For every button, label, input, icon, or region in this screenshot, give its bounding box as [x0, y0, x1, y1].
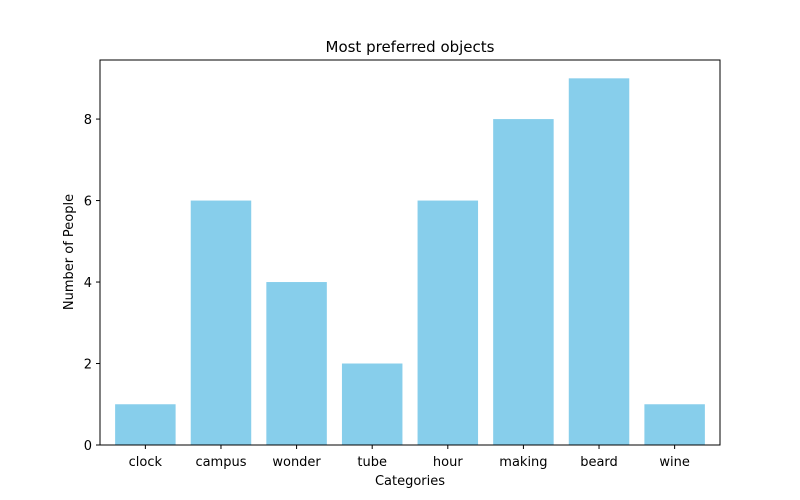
bar-hour: [417, 200, 479, 445]
y-tick-label-8: 8: [84, 113, 92, 128]
bars-group: [115, 78, 705, 446]
bar-tube: [341, 363, 403, 445]
chart-title: Most preferred objects: [326, 38, 495, 56]
y-tick-label-4: 4: [84, 276, 92, 291]
y-axis-ticks: 0 2 4 6 8: [84, 113, 100, 454]
x-tick-label-tube: tube: [357, 455, 387, 470]
x-tick-label-hour: hour: [433, 455, 463, 470]
plot-frame: [99, 59, 721, 446]
bar-wine: [644, 404, 705, 445]
bar-clock: [115, 404, 176, 445]
x-axis-ticks: clock campus wonder tube hour making beard wine: [129, 445, 690, 470]
x-tick-label-wine: wine: [659, 455, 689, 470]
bar-beard: [568, 78, 630, 445]
x-tick-label-making: making: [499, 455, 547, 470]
bar-campus: [190, 200, 252, 445]
y-tick-label-6: 6: [84, 195, 92, 210]
x-tick-label-wonder: wonder: [272, 455, 321, 470]
bar-wonder: [266, 282, 327, 445]
x-tick-label-clock: clock: [129, 455, 163, 470]
y-axis-label: Number of People: [62, 194, 77, 310]
y-tick-label-2: 2: [84, 358, 92, 373]
x-tick-label-campus: campus: [195, 455, 246, 470]
x-tick-label-beard: beard: [580, 455, 618, 470]
x-axis-label: Categories: [375, 474, 445, 489]
bar-making: [493, 119, 554, 446]
y-tick-label-0: 0: [84, 439, 92, 454]
